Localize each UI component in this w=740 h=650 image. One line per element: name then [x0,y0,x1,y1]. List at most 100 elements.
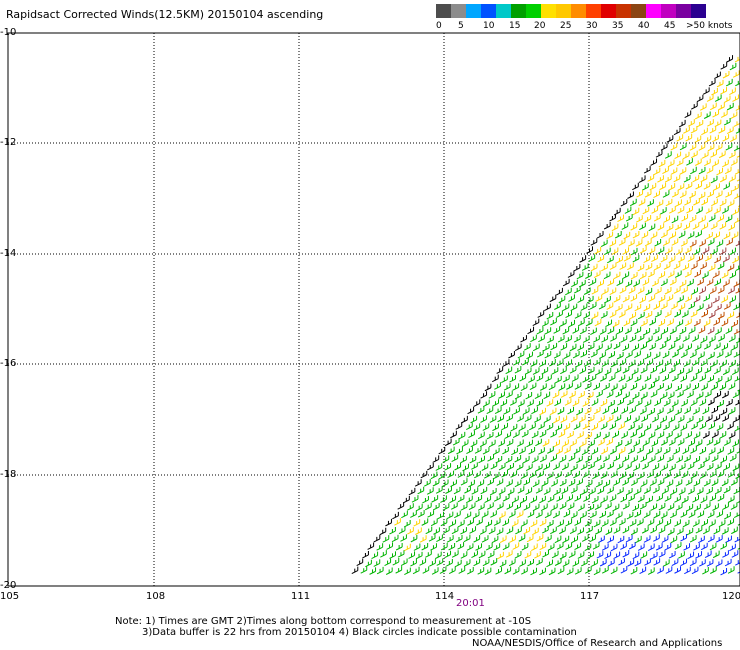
wind-barb [674,222,682,231]
wind-barb [662,350,670,359]
wind-barb [718,150,726,159]
wind-barb [729,271,737,279]
wind-barb [601,543,609,551]
wind-barb [653,558,661,566]
wind-barb [571,374,579,382]
wind-barb [573,286,581,294]
wind-barb [433,527,440,535]
wind-barb [526,351,533,360]
wind-barb [492,374,499,383]
wind-barb [544,350,552,359]
wind-barb [716,79,724,88]
wind-barb [600,422,608,430]
wind-barb [534,551,541,559]
wind-barb [715,327,722,335]
wind-barb [653,214,661,222]
wind-barb [460,503,468,511]
wind-barb [447,446,455,455]
legend-color-bar [436,4,706,18]
wind-barb [607,278,615,287]
wind-barb [642,183,649,191]
wind-barb [731,231,739,240]
wind-barb [675,407,682,416]
wind-barb [643,166,651,174]
wind-barb [674,270,682,278]
wind-barb [410,510,417,518]
wind-barb [612,319,620,328]
wind-barb [534,415,541,423]
wind-barb [653,262,661,271]
wind-barb [481,463,489,471]
wind-barb [632,254,640,263]
wind-barb [449,519,457,527]
wind-barb [486,431,494,440]
wind-barb [544,327,552,335]
wind-barb [695,367,703,375]
wind-barb [563,423,571,431]
wind-barb [699,471,707,479]
wind-barb [609,310,617,318]
legend-label: 0 [436,21,442,31]
wind-barb [616,255,623,264]
wind-barb [611,223,619,232]
wind-barb [550,503,558,511]
wind-barb [517,486,525,494]
wind-barb [582,375,590,383]
wind-barb [730,158,738,166]
wind-barb [713,438,721,446]
wind-barb [606,438,613,446]
wind-barb [729,134,737,143]
wind-barb [698,326,706,334]
wind-barb [627,191,634,199]
wind-barb [605,319,613,328]
wind-barb [615,439,623,448]
wind-barb [688,510,696,519]
wind-barb [447,470,455,479]
wind-barb [691,422,698,430]
wind-barb [490,462,498,470]
wind-barb [709,542,717,551]
wind-barb [581,487,588,495]
wind-barb [525,391,533,400]
wind-barb [498,462,506,471]
wind-barb [542,343,550,352]
wind-barb [507,462,514,471]
wind-barb [514,479,522,488]
wind-barb [657,175,664,183]
wind-barb [519,374,527,382]
wind-barb [446,559,453,567]
wind-barb [587,366,595,375]
wind-barb [567,430,574,439]
wind-barb [687,487,695,495]
wind-barb [728,334,736,343]
wind-barb [577,343,584,351]
wind-barb [644,238,652,247]
wind-barb [590,350,598,358]
wind-barb [589,374,597,382]
wind-barb [637,471,645,480]
wind-barb [693,318,701,327]
wind-barb [481,535,489,543]
wind-barb [645,310,653,319]
wind-barb [520,495,527,504]
wind-barb [574,518,582,526]
wind-barb [608,374,616,382]
wind-barb [546,423,554,431]
wind-barb [419,558,427,566]
wind-barb [486,406,494,414]
wind-barb [689,143,697,151]
wind-barb [690,446,697,454]
wind-barb [483,471,491,479]
wind-barb [704,254,712,262]
wind-barb [717,446,724,455]
wind-barb [623,254,631,262]
wind-barb [588,487,596,495]
wind-barb [690,310,698,318]
wind-barb [577,431,584,439]
wind-barb [719,383,727,391]
wind-barb [468,502,476,511]
wind-barb [674,519,681,527]
wind-barb [514,455,522,463]
wind-barb [673,335,681,343]
wind-barb [718,334,725,342]
